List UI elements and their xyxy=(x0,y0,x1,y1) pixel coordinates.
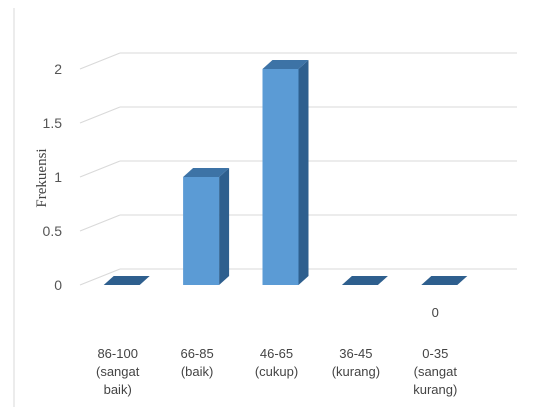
category-label: 46-65 (cukup) xyxy=(255,346,298,379)
bar-top xyxy=(103,276,150,285)
bar xyxy=(103,276,150,285)
category-label: 86-100 (sangat baik) xyxy=(96,346,140,397)
category-label-line: 0-35 xyxy=(422,346,448,361)
y-tick-label: 0 xyxy=(54,277,62,293)
data-label: 0 xyxy=(432,305,439,320)
y-tick-label: 0.5 xyxy=(43,223,63,239)
y-tick-label: 2 xyxy=(54,61,62,77)
category-label-line: (kurang) xyxy=(332,364,380,379)
data-labels: 0 xyxy=(432,305,439,320)
category-label: 66-85 (baik) xyxy=(180,346,213,379)
category-label-line: baik) xyxy=(104,382,132,397)
bar-front xyxy=(262,69,299,285)
gridline-depth xyxy=(79,214,121,232)
bar-front xyxy=(183,177,220,285)
bar xyxy=(421,276,468,285)
y-tick-label: 1 xyxy=(54,169,62,185)
gridline-depth xyxy=(79,52,121,70)
category-labels: 86-100 (sangat baik) 66-85 (baik) 46-65 (cukup… xyxy=(96,346,457,397)
category-label-line: (baik) xyxy=(181,364,214,379)
category-label: 36-45 (kurang) xyxy=(332,346,380,379)
category-label-line: (cukup) xyxy=(255,364,298,379)
bar-top xyxy=(183,168,230,177)
bar-top xyxy=(341,276,388,285)
y-tick-labels: 0 0.5 1 1.5 2 xyxy=(43,61,63,293)
bars xyxy=(103,60,468,285)
category-label-line: 36-45 xyxy=(339,346,372,361)
category-label: 0-35 (sangat kurang) xyxy=(413,346,457,397)
y-tick-label: 1.5 xyxy=(43,115,63,131)
category-label-line: (sangat xyxy=(96,364,140,379)
bar xyxy=(183,168,230,285)
bar xyxy=(341,276,388,285)
bar-top xyxy=(262,60,309,69)
category-label-line: 86-100 xyxy=(97,346,137,361)
gridline-depth xyxy=(79,160,121,178)
bar-side xyxy=(219,168,230,285)
category-label-line: 46-65 xyxy=(260,346,293,361)
category-label-line: kurang) xyxy=(413,382,457,397)
gridline-depth xyxy=(79,106,121,124)
category-label-line: (sangat xyxy=(414,364,458,379)
bar-side xyxy=(298,60,309,285)
category-label-line: 66-85 xyxy=(180,346,213,361)
y-axis-label: Frekuensi xyxy=(34,148,50,207)
bar xyxy=(262,60,309,285)
bar-top xyxy=(421,276,468,285)
gridline-depth xyxy=(79,268,121,286)
